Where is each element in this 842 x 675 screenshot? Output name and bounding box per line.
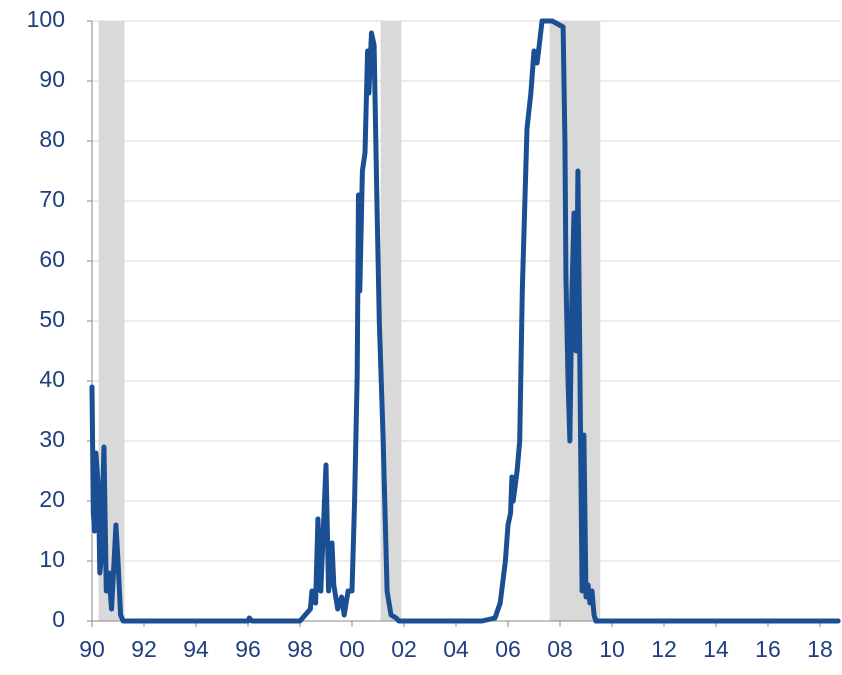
x-tick-label: 04 [443,636,469,662]
y-tick-label: 80 [39,126,65,152]
y-tick-label: 0 [52,606,65,632]
x-tick-label: 96 [235,636,261,662]
y-tick-label: 10 [39,546,65,572]
x-tick-label: 06 [495,636,521,662]
x-tick-label: 90 [79,636,105,662]
x-tick-label: 94 [183,636,209,662]
x-tick-label: 98 [287,636,313,662]
y-tick-label: 50 [39,306,65,332]
y-tick-label: 30 [39,426,65,452]
x-tick-label: 02 [391,636,417,662]
x-tick-label: 16 [755,636,781,662]
data-line [89,18,841,624]
x-tick-label: 10 [599,636,625,662]
y-tick-label: 90 [39,66,65,92]
x-tick-label: 08 [547,636,573,662]
y-tick-label: 100 [27,6,65,32]
x-tick-label: 14 [703,636,729,662]
x-tick-label: 12 [651,636,677,662]
y-tick-label: 60 [39,246,65,272]
x-tick-label: 92 [131,636,157,662]
x-tick-label: 18 [807,636,833,662]
y-tick-label: 40 [39,366,65,392]
y-tick-label: 20 [39,486,65,512]
x-tick-label: 00 [339,636,365,662]
y-tick-label: 70 [39,186,65,212]
